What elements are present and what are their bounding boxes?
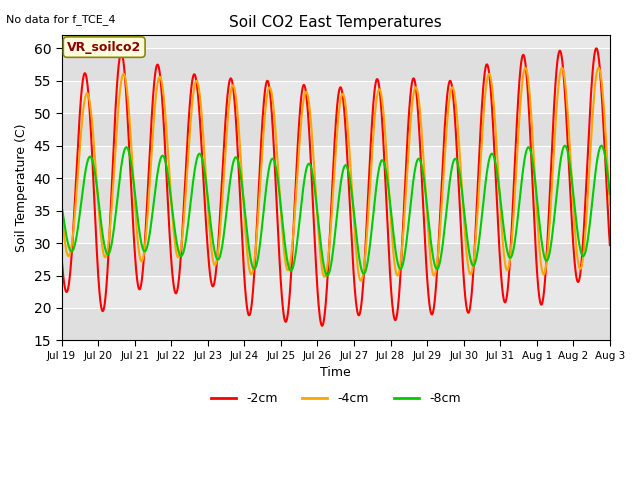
-4cm xyxy=(595,65,602,71)
-2cm xyxy=(58,255,65,261)
-4cm xyxy=(292,199,300,205)
-8cm xyxy=(595,147,603,153)
Legend: -2cm, -4cm, -8cm: -2cm, -4cm, -8cm xyxy=(206,387,465,410)
-8cm xyxy=(606,191,614,197)
Bar xyxy=(61,113,610,146)
Text: No data for f_TCE_4: No data for f_TCE_4 xyxy=(6,14,116,25)
Line: -8cm: -8cm xyxy=(61,146,610,276)
Bar xyxy=(61,48,610,81)
-4cm xyxy=(58,206,65,212)
-2cm xyxy=(292,184,300,190)
-2cm xyxy=(596,61,604,67)
-8cm xyxy=(324,273,332,278)
-8cm xyxy=(536,227,544,233)
Line: -4cm: -4cm xyxy=(61,68,610,281)
-8cm xyxy=(268,156,276,162)
-4cm xyxy=(536,254,544,260)
-2cm xyxy=(120,64,128,70)
-2cm xyxy=(536,300,544,305)
-8cm xyxy=(153,176,161,182)
-8cm xyxy=(58,203,65,209)
Line: -2cm: -2cm xyxy=(61,48,610,326)
-2cm xyxy=(606,242,614,248)
X-axis label: Time: Time xyxy=(321,366,351,379)
-8cm xyxy=(292,251,300,257)
Bar xyxy=(61,178,610,211)
-4cm xyxy=(268,91,276,97)
-8cm xyxy=(120,148,128,154)
-4cm xyxy=(120,72,128,77)
-4cm xyxy=(357,278,365,284)
Title: Soil CO2 East Temperatures: Soil CO2 East Temperatures xyxy=(229,15,442,30)
-2cm xyxy=(318,323,326,329)
Bar xyxy=(61,308,610,340)
-8cm xyxy=(598,143,605,149)
-2cm xyxy=(268,111,276,117)
-4cm xyxy=(153,87,161,93)
-2cm xyxy=(153,63,161,69)
Y-axis label: Soil Temperature (C): Soil Temperature (C) xyxy=(15,124,28,252)
-4cm xyxy=(606,203,614,208)
-4cm xyxy=(596,66,604,72)
-2cm xyxy=(593,46,600,51)
Text: VR_soilco2: VR_soilco2 xyxy=(67,41,141,54)
Bar xyxy=(61,243,610,276)
